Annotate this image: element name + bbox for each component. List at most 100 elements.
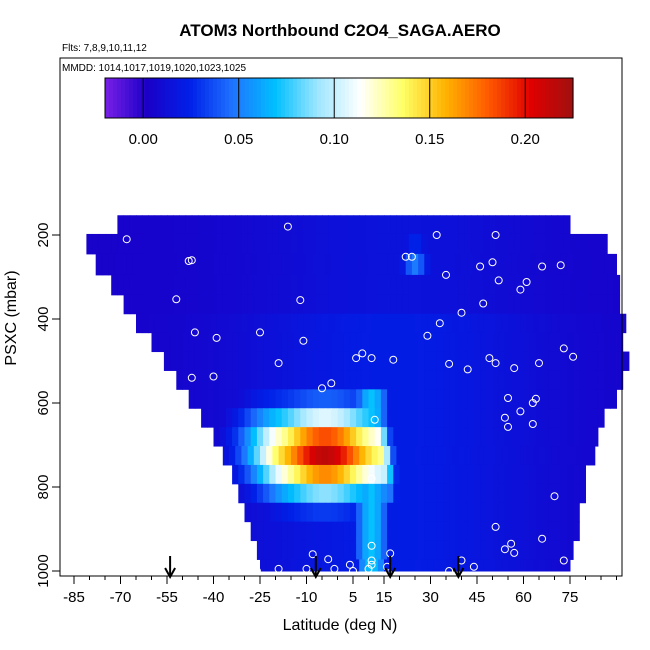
heatmap-cell: [495, 313, 503, 334]
heatmap-cell: [594, 313, 602, 334]
heatmap-cell: [132, 253, 140, 276]
heatmap-cell: [229, 215, 236, 235]
heatmap-cell: [473, 332, 481, 353]
heatmap-cell: [477, 446, 484, 466]
heatmap-cell: [222, 294, 230, 315]
heatmap-cell: [523, 370, 531, 390]
heatmap-cell: [461, 370, 469, 390]
heatmap-cell: [501, 274, 509, 296]
heatmap-cell: [511, 502, 518, 523]
heatmap-cell: [294, 253, 301, 276]
heatmap-cell: [405, 253, 413, 276]
colorbar-swatch: [105, 78, 110, 118]
observation-marker: [538, 534, 547, 543]
heatmap-cell: [517, 370, 524, 390]
heatmap-cell: [498, 464, 506, 485]
heatmap-cell: [517, 332, 524, 353]
heatmap-cell: [198, 215, 205, 235]
heatmap-cell: [535, 370, 543, 390]
heatmap-cell: [405, 408, 413, 428]
heatmap-cell: [312, 483, 320, 504]
heatmap-cell: [492, 464, 500, 485]
colorbar-swatch: [257, 78, 262, 118]
heatmap-cell: [511, 464, 518, 485]
heatmap-cell: [566, 351, 574, 371]
observation-marker: [187, 373, 196, 382]
heatmap-cell: [331, 427, 338, 447]
heatmap-cell: [300, 332, 307, 353]
heatmap-cell: [560, 521, 568, 542]
heatmap-cell: [539, 294, 546, 315]
colorbar-swatch: [397, 78, 402, 118]
heatmap-cell: [235, 215, 242, 235]
heatmap-cell: [557, 313, 565, 334]
heatmap-cell: [449, 253, 456, 276]
observation-marker: [370, 415, 379, 424]
heatmap-cell: [346, 274, 354, 296]
observation-marker: [479, 299, 488, 308]
heatmap-cell: [464, 233, 472, 255]
heatmap-cell: [328, 313, 335, 334]
heatmap-cell: [452, 559, 459, 572]
heatmap-cell: [232, 427, 239, 447]
heatmap-cell: [387, 370, 394, 390]
heatmap-cell: [235, 313, 242, 334]
heatmap-cell: [566, 521, 574, 542]
heatmap-cell: [256, 332, 264, 353]
heatmap-cell: [173, 215, 180, 235]
heatmap-cells: [86, 215, 630, 572]
heatmap-cell: [489, 446, 497, 466]
heatmap-cell: [402, 559, 410, 572]
observation-marker: [504, 422, 512, 431]
heatmap-cell: [529, 521, 537, 542]
heatmap-cell: [334, 294, 342, 315]
heatmap-cell: [309, 215, 317, 235]
heatmap-cell: [542, 389, 549, 409]
heatmap-cell: [430, 502, 438, 523]
heatmap-cell: [529, 483, 537, 504]
heatmap-cell: [278, 446, 286, 466]
observation-marker: [463, 365, 472, 374]
heatmap-cell: [318, 464, 326, 485]
heatmap-cell: [207, 332, 214, 353]
colorbar-swatch: [317, 78, 322, 118]
heatmap-cell: [477, 233, 484, 255]
heatmap-cell: [284, 294, 292, 315]
heatmap-cell: [489, 313, 497, 334]
heatmap-cell: [269, 427, 276, 447]
heatmap-cell: [442, 521, 450, 542]
heatmap-cell: [470, 215, 478, 235]
heatmap-cell: [244, 253, 252, 276]
heatmap-cell: [229, 446, 236, 466]
colorbar-swatch: [525, 78, 530, 118]
heatmap-cell: [185, 274, 193, 296]
heatmap-cell: [281, 253, 289, 276]
heatmap-cell: [303, 446, 311, 466]
heatmap-cell: [368, 370, 376, 390]
observation-marker: [556, 261, 565, 270]
observation-marker: [324, 555, 333, 564]
heatmap-cell: [278, 233, 286, 255]
heatmap-cell: [365, 274, 373, 296]
heatmap-cell: [179, 294, 187, 315]
heatmap-cell: [529, 408, 537, 428]
heatmap-cell: [312, 408, 320, 428]
observation-marker: [308, 550, 317, 559]
heatmap-cell: [390, 446, 397, 466]
heatmap-cell: [411, 464, 419, 485]
heatmap-cell: [377, 294, 385, 315]
heatmap-cell: [213, 408, 221, 428]
heatmap-cell: [380, 253, 388, 276]
heatmap-cell: [235, 233, 242, 255]
heatmap-cell: [294, 389, 301, 409]
heatmap-cell: [399, 253, 407, 276]
heatmap-cell: [529, 502, 537, 523]
heatmap-cell: [396, 233, 404, 255]
heatmap-cell: [368, 502, 376, 523]
heatmap-cell: [337, 370, 345, 390]
heatmap-cell: [455, 464, 462, 485]
heatmap-cell: [415, 313, 422, 334]
heatmap-cell: [514, 294, 521, 315]
heatmap-cell: [167, 215, 174, 235]
heatmap-cell: [433, 313, 441, 334]
